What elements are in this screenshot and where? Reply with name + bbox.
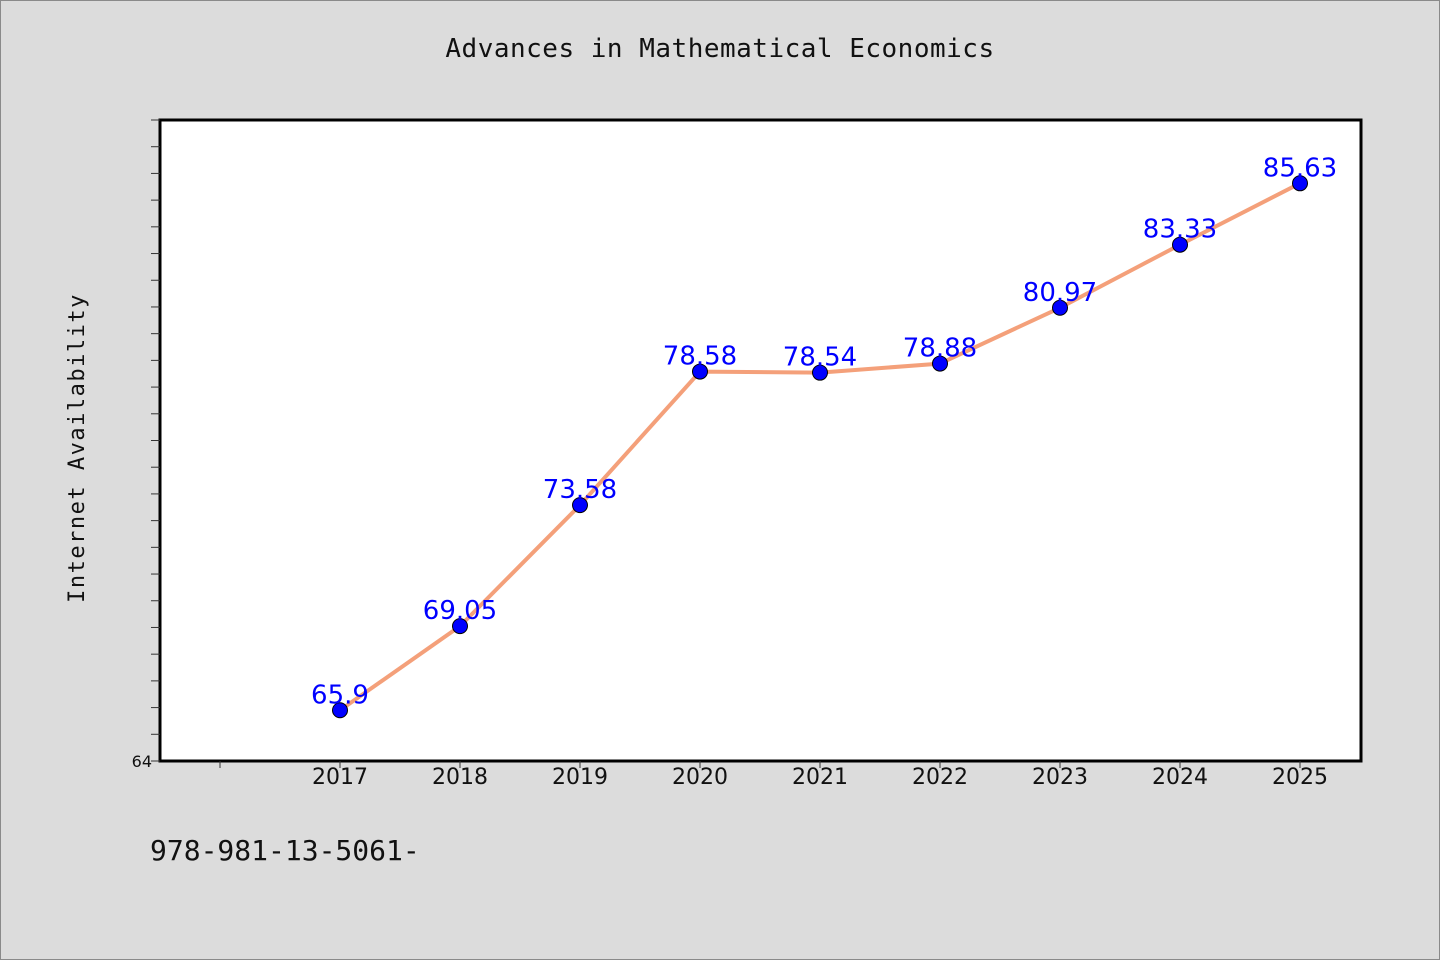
data-label: 78.58	[663, 342, 737, 372]
plot-area	[158, 118, 1363, 763]
data-label: 69.05	[423, 596, 497, 626]
data-point	[1172, 236, 1188, 253]
x-tick-label: 2023	[1032, 765, 1088, 790]
isbn-text: 978-981-13-5061-	[150, 834, 420, 867]
chart-title: Advances in Mathematical Economics	[445, 34, 995, 64]
x-tick-label: 2017	[312, 765, 368, 790]
data-label: 83.33	[1143, 215, 1217, 245]
data-label: 73.58	[543, 475, 617, 505]
data-label: 65.9	[311, 680, 369, 710]
x-tick-label: 2024	[1152, 765, 1208, 790]
data-label: 80.97	[1023, 278, 1097, 308]
x-tick-label: 2022	[912, 765, 968, 790]
x-tick-label: 2018	[432, 765, 488, 790]
data-point	[692, 363, 708, 380]
data-point	[1292, 175, 1308, 192]
x-tick-label: 2021	[792, 765, 848, 790]
data-point	[572, 497, 588, 514]
x-tick-label: 2019	[552, 765, 608, 790]
x-tick-label: 2020	[672, 765, 728, 790]
data-label: 78.88	[903, 334, 977, 364]
data-point	[332, 702, 348, 719]
data-point	[452, 618, 468, 635]
y-axis-ticks: 64	[132, 119, 160, 771]
data-point	[932, 355, 948, 372]
y-axis-title: Internet Availability	[65, 293, 90, 603]
data-label: 85.63	[1263, 153, 1337, 183]
x-tick-label: 2025	[1272, 765, 1328, 790]
data-point	[1052, 299, 1068, 316]
x-axis-ticks: 2017 2018 2019 2020 2021 2022 2023 2024 2025	[219, 761, 1328, 790]
data-point	[812, 364, 828, 381]
series-group: 65.9 69.05 73.58 78.58 78.54 78.88 80.97 83.33 8…	[311, 153, 1337, 719]
data-label: 78.54	[783, 343, 857, 373]
y-tick-label: 64	[132, 752, 152, 771]
